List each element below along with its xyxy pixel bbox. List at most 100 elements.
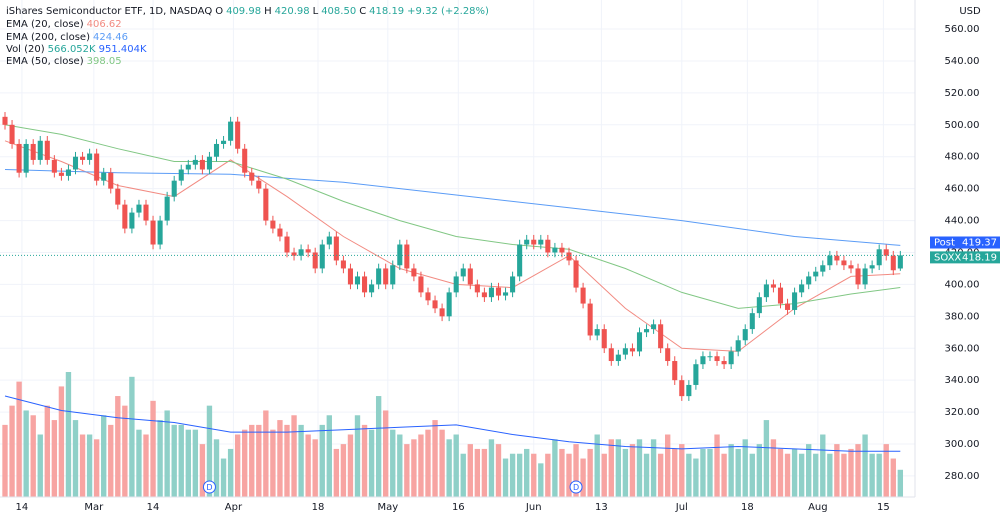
volume-bar (580, 458, 586, 497)
candle-body (411, 268, 417, 277)
candle-body (594, 329, 600, 336)
volume-bar (791, 448, 798, 497)
candle-body (855, 268, 861, 285)
x-tick-label: Jul (675, 502, 688, 513)
volume-bar (150, 400, 156, 497)
price-label-box (930, 251, 1000, 264)
volume-bar (488, 439, 495, 497)
candle-body (171, 180, 177, 197)
dividend-marker (569, 480, 583, 494)
volume-bar (122, 405, 128, 497)
x-tick-label: Aug (808, 502, 828, 513)
volume-bar (509, 453, 516, 497)
candle-body (136, 204, 142, 213)
volume-bar (249, 424, 255, 497)
volume-bar (86, 434, 93, 497)
candle-body (277, 228, 283, 237)
candle-body (80, 156, 86, 160)
candle-body (87, 153, 93, 160)
volume-bar (502, 458, 509, 497)
x-tick-label: Mar (84, 502, 104, 513)
candle-body (876, 249, 882, 266)
ohlc-value: 408.50 (321, 6, 356, 17)
volume-bar (101, 415, 107, 497)
legend-title: iShares Semiconductor ETF, 1D, NASDAQ (6, 6, 212, 17)
candle-body (221, 140, 227, 144)
candle-body (185, 164, 191, 170)
volume-bar (686, 453, 692, 497)
candle-body (101, 172, 107, 181)
volume-bar (679, 444, 685, 497)
candle-body (213, 143, 220, 157)
candle-body (622, 348, 628, 355)
volume-bar (897, 469, 904, 497)
ohlc-value: 418.19 (369, 6, 404, 17)
candle-body (481, 292, 487, 298)
y-tick-label: 540.00 (945, 56, 980, 67)
candle-body (756, 297, 762, 314)
candle-body (362, 276, 368, 293)
volume-bar (58, 386, 65, 497)
volume-bar (481, 448, 488, 497)
volume-bar (199, 444, 206, 497)
candle-body (587, 303, 593, 336)
candle-body (601, 329, 607, 349)
volume-bar (552, 439, 558, 497)
candle-body (460, 268, 466, 277)
volume-ma-line (4, 395, 901, 452)
candle-body (44, 140, 50, 160)
volume-bar (749, 453, 755, 497)
y-tick-label: 480.00 (945, 152, 980, 163)
candle-body (418, 276, 424, 293)
volume-bar (143, 434, 149, 497)
volume-bar (813, 453, 819, 497)
candle-body (742, 329, 748, 341)
volume-bar (397, 434, 403, 497)
volume-bar (115, 396, 121, 497)
volume-bar (192, 429, 199, 497)
price-label-name: Post (934, 237, 955, 248)
currency: USD (959, 6, 981, 17)
y-tick-label: 520.00 (945, 88, 980, 99)
volume-bar (242, 429, 248, 497)
volume-bar (270, 429, 276, 497)
volume-bar (601, 453, 607, 497)
candle-body (488, 287, 494, 298)
volume-bar (213, 439, 220, 497)
x-tick-label: Apr (225, 502, 243, 513)
volume-bar (340, 444, 347, 497)
volume-bar (234, 434, 241, 497)
indicator-name: Vol (20) (6, 44, 45, 55)
candle-body (65, 169, 71, 176)
candle-body (813, 271, 819, 277)
candle-body (58, 172, 64, 176)
volume-bar (418, 434, 424, 497)
volume-bar (657, 453, 664, 497)
volume-bar (291, 415, 297, 497)
candle-body (841, 260, 847, 266)
x-tick-label: 13 (595, 502, 608, 513)
candle-body (228, 121, 234, 141)
y-tick-label: 380.00 (945, 311, 980, 322)
volume-bar (136, 429, 142, 497)
volume-bar (108, 424, 114, 497)
candle-body (340, 260, 346, 269)
volume-bar (650, 439, 657, 497)
candle-body (770, 284, 776, 288)
volume-bar (784, 453, 791, 497)
candle-body (714, 356, 720, 362)
volume-bar (9, 405, 15, 497)
candle-body (446, 292, 452, 317)
candle-body (242, 148, 248, 173)
x-tick-label: Jun (525, 502, 542, 513)
volume-bar (594, 434, 600, 497)
volume-bar (164, 410, 170, 497)
x-tick-label: 18 (741, 502, 754, 513)
volume-bar (312, 439, 318, 497)
volume-bar (404, 444, 410, 497)
volume-bar (79, 434, 86, 497)
candle-body (192, 159, 198, 165)
volume-bar (742, 439, 748, 497)
y-tick-label: 500.00 (945, 120, 980, 131)
candle-body (425, 292, 431, 301)
